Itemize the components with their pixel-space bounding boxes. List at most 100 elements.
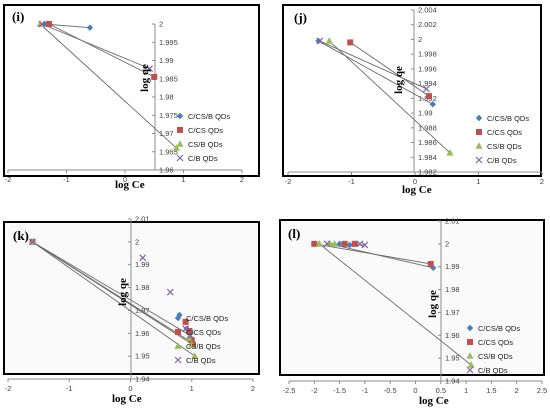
panel-label: (i) bbox=[12, 9, 24, 24]
trendline bbox=[32, 241, 194, 346]
x-tick-label: -1 bbox=[348, 177, 355, 186]
legend-label: C/CS QDs bbox=[478, 338, 513, 347]
y-tick-label: 1.965 bbox=[159, 147, 178, 156]
x-axis-title: log Ce bbox=[112, 393, 142, 405]
data-point bbox=[41, 20, 48, 28]
y-tick-label: 1.97 bbox=[445, 308, 460, 317]
legend-label: C/CS/B QDs bbox=[186, 314, 228, 323]
y-axis-title: log qe bbox=[139, 64, 151, 92]
y-tick-label: 1.95 bbox=[135, 352, 150, 361]
y-tick-label: 1.96 bbox=[445, 331, 460, 340]
legend-label: C/CS QDs bbox=[186, 328, 221, 337]
y-tick-label: 1.96 bbox=[159, 166, 174, 175]
data-point bbox=[182, 318, 189, 325]
legend-marker bbox=[475, 114, 483, 122]
data-point bbox=[347, 39, 354, 46]
y-tick-label: 1.985 bbox=[159, 74, 178, 83]
legend-label: C/CS/B QDs bbox=[487, 114, 529, 123]
data-point bbox=[187, 332, 194, 339]
y-tick-label: 1.986 bbox=[418, 138, 437, 147]
legend-label: C/B QDs bbox=[487, 156, 517, 165]
trendline bbox=[319, 243, 472, 366]
legend-label: C/CS/B QDs bbox=[478, 324, 520, 333]
y-tick-label: 1.95 bbox=[445, 354, 460, 363]
data-point bbox=[429, 101, 436, 108]
y-tick-label: 1.99 bbox=[135, 260, 150, 269]
y-tick-label: 2 bbox=[445, 239, 449, 248]
data-point bbox=[351, 240, 358, 247]
x-tick-label: 1 bbox=[181, 175, 185, 184]
y-tick-label: 1.99 bbox=[159, 56, 174, 65]
data-point bbox=[330, 240, 339, 247]
data-point bbox=[427, 260, 434, 267]
data-point bbox=[176, 311, 183, 319]
x-tick-label: -1 bbox=[63, 175, 70, 184]
x-tick-label: 0.5 bbox=[436, 386, 446, 395]
x-tick-label: -0.5 bbox=[384, 386, 397, 395]
x-tick-label: 1.5 bbox=[486, 386, 496, 395]
data-point bbox=[356, 240, 364, 248]
y-tick-label: 1.97 bbox=[159, 129, 174, 138]
y-tick-label: 2.01 bbox=[445, 217, 460, 226]
y-tick-label: 1.97 bbox=[135, 306, 150, 315]
data-point bbox=[191, 352, 199, 359]
legend-marker bbox=[174, 356, 182, 364]
legend-label: C/CS QDs bbox=[487, 128, 522, 137]
y-tick-label: 1.98 bbox=[159, 93, 174, 102]
y-tick-label: 1.984 bbox=[418, 153, 437, 162]
y-tick-label: 1.982 bbox=[418, 168, 437, 177]
data-point bbox=[315, 240, 323, 247]
y-tick-label: 2.004 bbox=[418, 6, 437, 15]
trendline bbox=[319, 40, 427, 90]
y-tick-label: 1.98 bbox=[445, 285, 460, 294]
legend-label: CS/B QDs bbox=[188, 140, 223, 149]
trendline bbox=[39, 23, 177, 149]
data-point bbox=[186, 328, 193, 334]
legend-marker bbox=[466, 366, 474, 374]
y-tick-label: 2.01 bbox=[135, 215, 150, 224]
y-axis-title: log qe bbox=[427, 290, 439, 318]
legend-marker bbox=[176, 140, 184, 147]
trendline bbox=[314, 243, 431, 265]
x-tick-label: 1 bbox=[476, 177, 480, 186]
panel-3: -2.5 -2 -1.5 -1 -0.5 0 0.5 1 1.5 2 2.5 1.94 1.95 1.96… bbox=[279, 217, 547, 407]
trendline bbox=[32, 241, 196, 357]
y-tick-label: 1.98 bbox=[135, 283, 150, 292]
data-point bbox=[341, 240, 348, 247]
data-point bbox=[315, 37, 322, 45]
data-point bbox=[346, 241, 353, 249]
panel-frame bbox=[282, 4, 542, 177]
legend-label: C/CS/B QDs bbox=[188, 112, 230, 121]
y-tick-label: 1.988 bbox=[418, 123, 437, 132]
trendline bbox=[48, 23, 155, 78]
data-point bbox=[323, 240, 331, 248]
x-axis-title: log Ce bbox=[419, 395, 449, 407]
legend-label: C/CS QDs bbox=[188, 126, 223, 135]
trendline bbox=[349, 42, 430, 97]
x-tick-label: -1 bbox=[66, 384, 73, 393]
data-point bbox=[45, 21, 52, 27]
panel-2: -2 -1 0 1 2 1.94 1.95 1.96 1.97 1.98 1.99 2 2.01 log … bbox=[3, 215, 260, 405]
data-point bbox=[166, 288, 174, 296]
legend-marker bbox=[466, 324, 474, 332]
y-tick-label: 2.002 bbox=[418, 20, 437, 29]
data-point bbox=[423, 85, 430, 93]
legend-marker bbox=[466, 352, 474, 359]
panel-1: -2-10121.9821.9841.9861.9881.991.9921.99… bbox=[282, 4, 544, 196]
x-tick-label: -2 bbox=[311, 386, 318, 395]
legend-label: CS/B QDs bbox=[487, 142, 522, 151]
data-point bbox=[446, 149, 454, 156]
data-point bbox=[38, 20, 46, 28]
y-tick-label: 1.996 bbox=[418, 64, 437, 73]
legend-marker bbox=[175, 329, 181, 335]
x-tick-label: 1 bbox=[464, 386, 468, 395]
legend-marker bbox=[475, 142, 483, 149]
trendline bbox=[318, 40, 433, 105]
y-tick-label: 1.96 bbox=[135, 329, 150, 338]
x-tick-label: 0 bbox=[123, 175, 127, 184]
x-axis-title: log Ce bbox=[402, 184, 432, 196]
data-point bbox=[425, 93, 432, 100]
legend-label: CS/B QDs bbox=[478, 352, 513, 361]
x-tick-label: 0 bbox=[128, 384, 132, 393]
y-tick-label: 2 bbox=[159, 20, 163, 29]
